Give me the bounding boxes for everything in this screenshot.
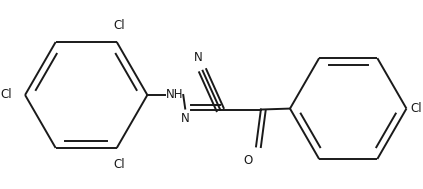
Text: N: N — [181, 112, 190, 125]
Text: Cl: Cl — [113, 158, 124, 171]
Text: Cl: Cl — [410, 102, 422, 115]
Text: Cl: Cl — [113, 19, 124, 32]
Text: N: N — [193, 51, 202, 64]
Text: Cl: Cl — [1, 88, 12, 101]
Text: NH: NH — [166, 88, 183, 101]
Text: O: O — [244, 154, 253, 167]
